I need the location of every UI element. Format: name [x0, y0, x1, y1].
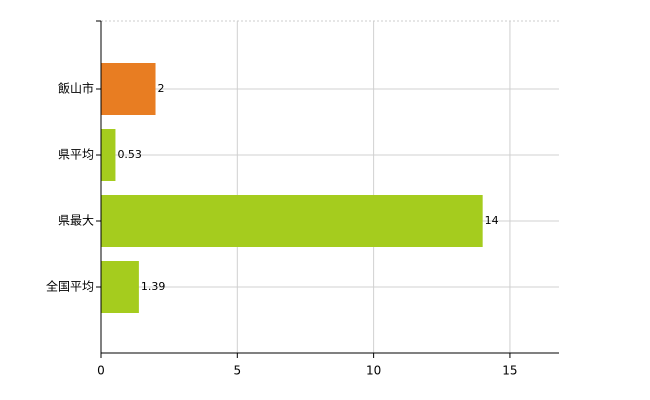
value-label: 1.39	[141, 280, 166, 293]
bar	[101, 195, 483, 247]
bar	[101, 261, 139, 313]
y-tick-label: 県最大	[58, 214, 94, 228]
value-label: 2	[158, 82, 165, 95]
y-tick-label: 飯山市	[58, 81, 94, 96]
value-label: 0.53	[117, 148, 142, 161]
x-tick-label: 10	[366, 364, 381, 378]
y-tick-label: 県平均	[58, 148, 94, 162]
bar	[101, 63, 156, 115]
y-tick-label: 全国平均	[46, 279, 94, 294]
x-tick-label: 0	[97, 364, 105, 378]
x-tick-label: 5	[233, 364, 241, 378]
x-tick-label: 15	[502, 364, 517, 378]
value-label: 14	[485, 214, 499, 227]
bar	[101, 129, 116, 181]
